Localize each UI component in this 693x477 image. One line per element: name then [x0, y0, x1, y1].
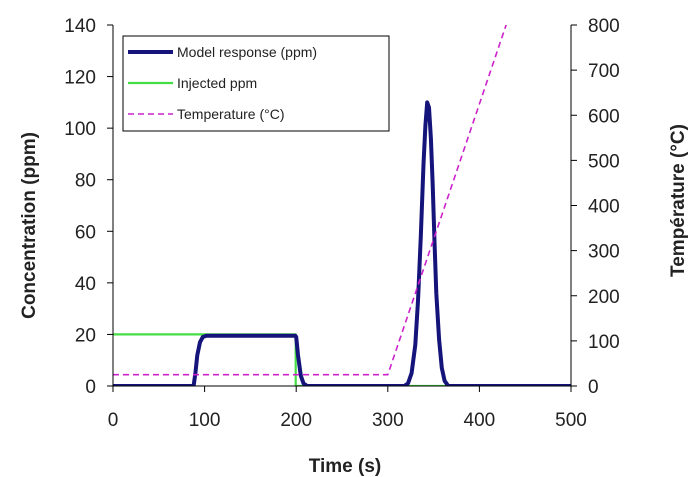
x-axis-title: Time (s): [309, 456, 382, 477]
y2-tick-label: 800: [588, 16, 620, 37]
y2-axis-title: Température (°C): [668, 124, 689, 277]
legend: Model response (ppm) Injected ppm Temperat…: [122, 35, 390, 132]
x-tick-label: 100: [189, 410, 221, 431]
series-line-0: [113, 100, 571, 386]
y2-tick-label: 500: [588, 151, 620, 172]
y-tick-label: 100: [64, 119, 96, 140]
y-tick-label: 20: [75, 325, 96, 346]
y2-tick-label: 0: [588, 377, 599, 398]
x-tick-label: 400: [464, 410, 496, 431]
y2-tick-label: 400: [588, 197, 620, 218]
y-tick-label: 40: [75, 274, 96, 295]
y-tick-label: 60: [75, 222, 96, 243]
y2-tick-label: 200: [588, 287, 620, 308]
y-tick-label: 120: [64, 68, 96, 89]
series-line-2: [113, 25, 507, 376]
legend-label-0: Model response (ppm): [177, 44, 317, 60]
x-tick-label: 300: [372, 410, 404, 431]
y-tick-label: 140: [64, 16, 96, 37]
y-tick-label: 0: [85, 377, 96, 398]
y-tick-label: 80: [75, 171, 96, 192]
axes-layer: 0 100 200 300 400 500020406080100120140010020…: [64, 16, 619, 431]
y2-tick-label: 700: [588, 61, 620, 82]
x-tick-label: 0: [108, 410, 119, 431]
y2-tick-label: 300: [588, 242, 620, 263]
y-axis-title: Concentration (ppm): [19, 132, 40, 319]
y2-tick-label: 100: [588, 332, 620, 353]
legend-label-2: Temperature (°C): [177, 106, 285, 122]
series-line-1: [113, 333, 571, 386]
series-layer: [113, 25, 571, 386]
legend-label-1: Injected ppm: [177, 75, 257, 91]
x-tick-label: 200: [280, 410, 312, 431]
x-tick-label: 500: [555, 410, 587, 431]
y2-tick-label: 600: [588, 106, 620, 127]
